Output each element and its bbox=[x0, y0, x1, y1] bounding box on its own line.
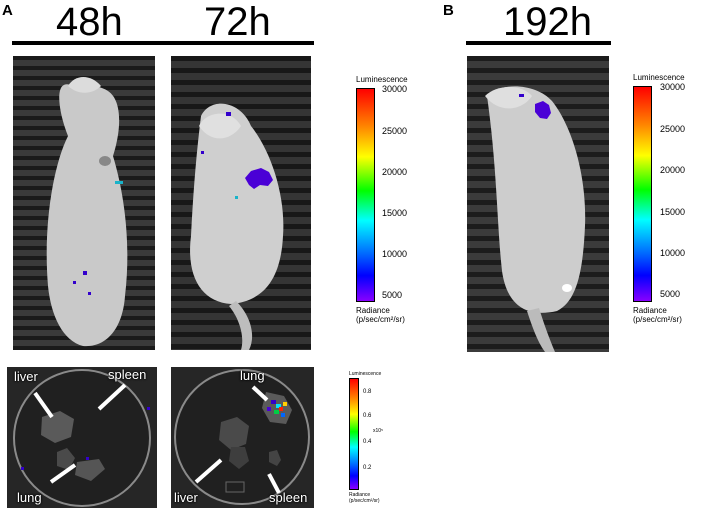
panel-b-rule bbox=[466, 41, 611, 45]
scale-a-tick: 25000 bbox=[382, 126, 408, 136]
organ-label-liver: liver bbox=[14, 369, 38, 384]
organ-label-spleen: spleen bbox=[269, 490, 308, 505]
scale-b-unit: Radiance (p/sec/cm²/sr) bbox=[633, 306, 682, 324]
organ-label-liver: liver bbox=[174, 490, 198, 505]
scale-ex-vivo-colorbar bbox=[349, 378, 359, 490]
scale-a-title: Luminescence bbox=[356, 75, 408, 84]
organ-label-lung: lung bbox=[240, 368, 265, 383]
mouse-image-48h bbox=[13, 56, 155, 350]
scale-b-tick: 25000 bbox=[660, 124, 686, 134]
scale-b-tick: 20000 bbox=[660, 165, 686, 175]
scale-ex-vivo-tick: 0.6 bbox=[363, 413, 372, 419]
scale-a-tick: 5000 bbox=[382, 290, 403, 300]
scale-ex-vivo-tick: 0.4 bbox=[363, 439, 372, 445]
scale-ex-vivo-exponent: x10⁵ bbox=[373, 428, 384, 434]
scale-ex-vivo-tick: 0.2 bbox=[363, 465, 372, 471]
mouse-image-72h bbox=[171, 56, 311, 350]
scale-b-tick: 5000 bbox=[660, 289, 681, 299]
scale-a-unit-line2: (p/sec/cm²/sr) bbox=[356, 315, 405, 324]
panel-a-rule bbox=[12, 41, 314, 45]
ex-vivo-dish-48h bbox=[7, 367, 157, 508]
scale-ex-vivo-unit: Radiance (p/sec/cm²/sr) bbox=[349, 492, 380, 504]
ex-vivo-dish-72h bbox=[171, 367, 314, 508]
scale-b-colorbar bbox=[633, 86, 652, 302]
scale-b-tick: 10000 bbox=[660, 248, 686, 258]
scale-ex-vivo-tick: 0.8 bbox=[363, 389, 372, 395]
scale-a-tick: 10000 bbox=[382, 249, 408, 259]
scale-a-tick: 30000 bbox=[382, 84, 408, 94]
scale-ex-vivo-title: Luminescence bbox=[349, 371, 382, 377]
timepoint-48h: 48h bbox=[56, 0, 123, 44]
scale-ex-vivo-unit-line2: (p/sec/cm²/sr) bbox=[349, 498, 380, 504]
scale-b-unit-line1: Radiance bbox=[633, 306, 667, 315]
scale-a-unit-line1: Radiance bbox=[356, 306, 390, 315]
timepoint-72h: 72h bbox=[204, 0, 271, 44]
scale-b-tick: 15000 bbox=[660, 207, 686, 217]
organ-label-spleen: spleen bbox=[108, 367, 147, 382]
scale-b-title: Luminescence bbox=[633, 73, 685, 82]
scale-a-tick: 15000 bbox=[382, 208, 408, 218]
timepoint-192h: 192h bbox=[503, 0, 592, 44]
panel-letter-a: A bbox=[2, 2, 13, 19]
scale-a-unit: Radiance (p/sec/cm²/sr) bbox=[356, 306, 405, 324]
scale-b-unit-line2: (p/sec/cm²/sr) bbox=[633, 315, 682, 324]
scale-ex-vivo-unit-line1: Radiance bbox=[349, 492, 371, 498]
panel-letter-b: B bbox=[443, 2, 454, 19]
mouse-image-192h bbox=[467, 56, 609, 352]
scale-a-tick: 20000 bbox=[382, 167, 408, 177]
organ-label-lung: lung bbox=[17, 490, 42, 505]
scale-b-tick: 30000 bbox=[660, 82, 686, 92]
scale-a-colorbar bbox=[356, 88, 375, 302]
